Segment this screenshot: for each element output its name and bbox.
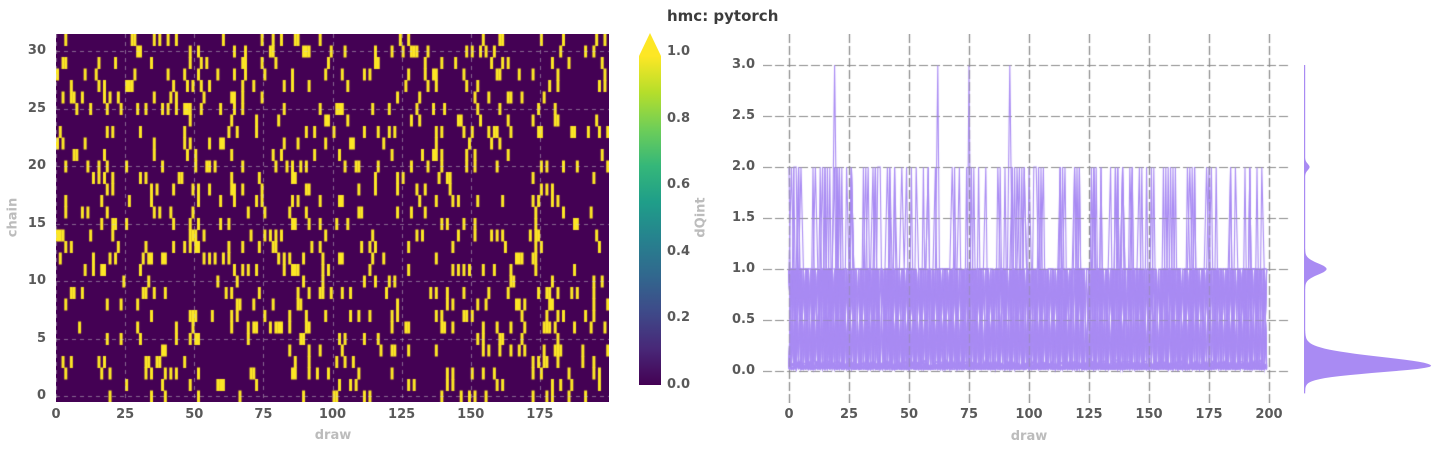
- trace-ytick-0.5: 0.5: [731, 312, 755, 327]
- heatmap-ytick-30: 30: [27, 43, 46, 58]
- heatmap-ytick-20: 20: [27, 158, 46, 173]
- trace-xtick-150: 150: [1135, 407, 1163, 422]
- trace-ytick-2.0: 2.0: [731, 159, 755, 174]
- trace-xtick-0: 0: [784, 407, 794, 422]
- trace-xtick-50: 50: [899, 407, 919, 422]
- trace-ytick-1.0: 1.0: [731, 261, 755, 276]
- heatmap-ytick-5: 5: [36, 330, 46, 346]
- trace-xtick-125: 125: [1075, 407, 1103, 422]
- heatmap-ytick-25: 25: [27, 100, 46, 116]
- trace-ytick-0.0: 0.0: [731, 363, 755, 378]
- colorbar-tick-0.0: 0.0: [667, 377, 691, 392]
- heatmap-xtick-25: 25: [116, 407, 135, 422]
- colorbar-tick-0.2: 0.2: [667, 310, 691, 326]
- trace-xtick-75: 75: [959, 407, 979, 422]
- trace-xtick-25: 25: [839, 407, 859, 422]
- kde-marginal: [1304, 65, 1432, 394]
- heatmap-xtick-150: 150: [457, 407, 485, 422]
- heatmap-ytick-15: 15: [27, 215, 46, 231]
- trace-xtick-100: 100: [1015, 407, 1043, 422]
- heatmap-yaxis-label: chain: [5, 197, 21, 238]
- colorbar-gradient: [639, 56, 661, 385]
- trace-xaxis-label: draw: [1010, 429, 1048, 444]
- trace-xtick-200: 200: [1255, 407, 1283, 422]
- dqint-trace-plot: [763, 34, 1290, 403]
- heatmap-xtick-125: 125: [388, 407, 416, 422]
- heatmap-ytick-10: 10: [27, 273, 46, 288]
- colorbar: [639, 33, 661, 385]
- colorbar-tick-1.0: 1.0: [667, 44, 691, 59]
- trace-ytick-1.5: 1.5: [731, 210, 755, 225]
- colorbar-tick-0.6: 0.6: [667, 177, 691, 193]
- heatmap-ytick-0: 0: [36, 388, 46, 403]
- colorbar-tick-0.8: 0.8: [667, 110, 691, 126]
- colorbar-tick-0.4: 0.4: [667, 243, 691, 259]
- dqint-heatmap: [56, 34, 609, 402]
- trace-ytick-3.0: 3.0: [731, 57, 755, 72]
- heatmap-xtick-50: 50: [185, 407, 204, 422]
- heatmap-xtick-100: 100: [318, 407, 347, 422]
- heatmap-xtick-0: 0: [51, 407, 61, 422]
- heatmap-xtick-75: 75: [254, 407, 273, 422]
- heatmap-xtick-175: 175: [526, 407, 554, 422]
- kde-density-shape: [1304, 65, 1432, 394]
- trace-xtick-175: 175: [1195, 407, 1223, 422]
- colorbar-max-arrow: [639, 33, 661, 56]
- plot-title: hmc: pytorch: [667, 7, 779, 25]
- trace-ytick-2.5: 2.5: [731, 108, 755, 123]
- heatmap-xaxis-label: draw: [314, 428, 352, 443]
